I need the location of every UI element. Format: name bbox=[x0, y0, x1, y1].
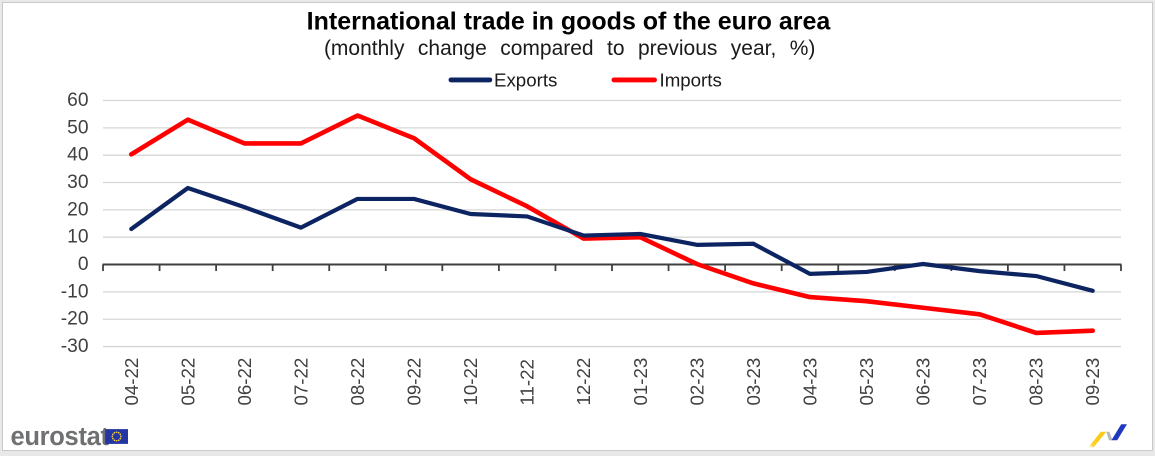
svg-text:50: 50 bbox=[67, 117, 88, 138]
svg-text:09-22: 09-22 bbox=[404, 358, 425, 406]
svg-text:60: 60 bbox=[67, 90, 88, 111]
svg-text:40: 40 bbox=[67, 145, 88, 166]
svg-text:(monthly change compared to pr: (monthly change compared to previous yea… bbox=[324, 37, 816, 60]
svg-text:-10: -10 bbox=[61, 281, 89, 302]
svg-text:01-23: 01-23 bbox=[630, 358, 651, 406]
svg-text:-20: -20 bbox=[61, 309, 89, 330]
svg-text:10: 10 bbox=[67, 227, 88, 248]
svg-text:05-22: 05-22 bbox=[177, 358, 198, 406]
svg-text:-30: -30 bbox=[61, 336, 89, 357]
svg-text:11-22: 11-22 bbox=[517, 359, 538, 405]
svg-text:30: 30 bbox=[67, 172, 88, 193]
svg-text:06-23: 06-23 bbox=[913, 358, 934, 406]
svg-text:07-23: 07-23 bbox=[969, 358, 990, 406]
svg-text:06-22: 06-22 bbox=[234, 358, 255, 406]
svg-text:International trade in goods o: International trade in goods of the euro… bbox=[307, 7, 832, 35]
svg-text:Imports: Imports bbox=[660, 69, 722, 90]
svg-text:20: 20 bbox=[67, 199, 88, 220]
svg-text:02-23: 02-23 bbox=[686, 358, 707, 406]
svg-text:eurostat: eurostat bbox=[11, 423, 110, 451]
svg-text:04-22: 04-22 bbox=[121, 358, 142, 406]
svg-text:08-22: 08-22 bbox=[347, 358, 368, 406]
svg-text:12-22: 12-22 bbox=[573, 358, 594, 406]
svg-text:04-23: 04-23 bbox=[799, 358, 820, 406]
svg-text:Exports: Exports bbox=[494, 69, 557, 90]
svg-text:03-23: 03-23 bbox=[743, 358, 764, 406]
svg-text:08-23: 08-23 bbox=[1026, 358, 1047, 406]
svg-text:10-22: 10-22 bbox=[460, 358, 481, 406]
svg-text:07-22: 07-22 bbox=[290, 358, 311, 406]
svg-text:09-23: 09-23 bbox=[1082, 358, 1103, 406]
svg-text:05-23: 05-23 bbox=[856, 358, 877, 406]
svg-text:0: 0 bbox=[78, 254, 89, 275]
